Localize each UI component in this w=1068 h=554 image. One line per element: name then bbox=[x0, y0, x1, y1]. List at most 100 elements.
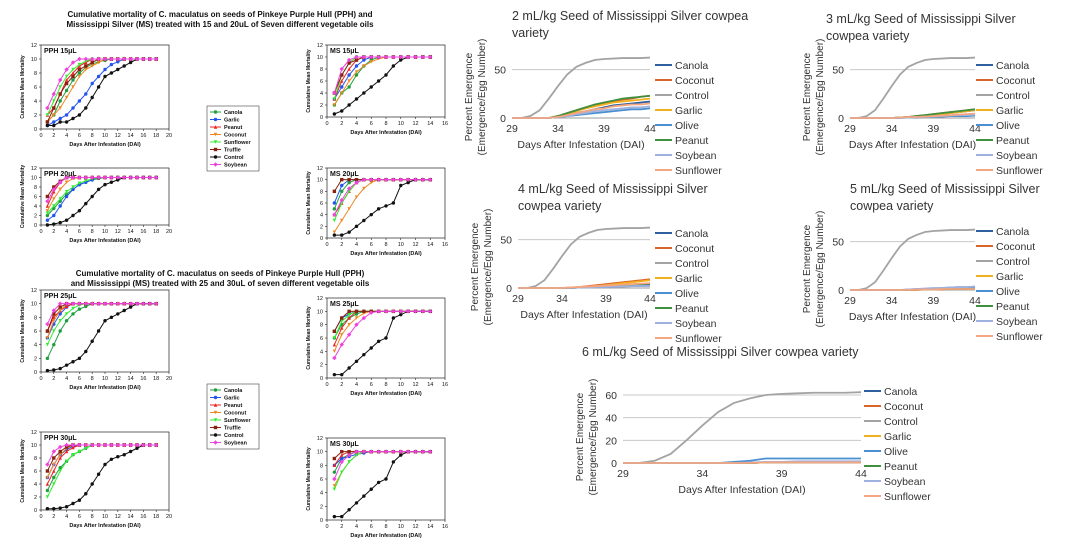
chart-pph-30ul-series-truffle-point bbox=[52, 456, 56, 460]
chart-pph-30ul-series-canola-point bbox=[52, 475, 56, 480]
chart-ms-30ul-series-sunflower-point bbox=[347, 460, 351, 464]
chart-ms-25ul-series-canola-point bbox=[354, 312, 359, 316]
chart-pph-15ul-ytick-label: 4 bbox=[34, 99, 37, 105]
chart-2-ml-kg-title-line: variety bbox=[512, 26, 550, 40]
chart-ms-20ul-xtick-label: 2 bbox=[340, 242, 343, 248]
chart-ms-25ul-xtick-label: 10 bbox=[398, 382, 404, 388]
chart-pph-20ul-series-sunflower-point bbox=[52, 204, 56, 208]
chart-ms-30ul-xtick-label: 4 bbox=[355, 524, 358, 530]
chart-pph-20ul-series-garlic-point bbox=[58, 204, 62, 208]
chart-ms-15ul-ytick-label: 2 bbox=[320, 103, 323, 109]
mortality-legend-marker-soybean bbox=[213, 162, 218, 167]
chart-ms-25ul-series-control-point bbox=[347, 366, 351, 370]
chart-5-ml-kg: 0 50 29 34 39 44 5 mL/kg Seed of Mississippi S… bbox=[802, 182, 1040, 327]
chart-ms-15ul-series-coconut-point bbox=[340, 91, 344, 95]
chart-pph-30ul-series-coconut-point bbox=[58, 453, 62, 457]
chart-ms-25ul-ytick-label: 8 bbox=[320, 323, 323, 329]
chart-ms-25ul-ytick-label: 10 bbox=[317, 309, 323, 315]
chart-ms-15ul-xlabel: Days After Infestation (DAI) bbox=[350, 130, 421, 136]
chart-2-ml-kg-legend-label-olive: Olive bbox=[675, 120, 699, 132]
chart-ms-30ul-series-control-point bbox=[369, 487, 373, 491]
chart-ms-25ul-xtick-label: 4 bbox=[355, 382, 358, 388]
chart-ms-15ul-series-soybean-point bbox=[420, 54, 426, 60]
chart-pph-30ul-series-control-point bbox=[84, 492, 88, 496]
chart-ms-20ul-title: MS 20μL bbox=[330, 171, 360, 178]
chart-5-ml-kg-series-control-line bbox=[850, 228, 976, 291]
chart-pph-15ul: 0 2 4 6 8 10 12 14 16 18 20 0 2 4 6 8 10 12 PPH 15μL Days A… bbox=[20, 43, 172, 148]
chart-ms-20ul-series-control-point bbox=[362, 218, 366, 223]
chart-ms-20ul-ytick-label: 6 bbox=[320, 201, 323, 207]
chart-pph-15ul-series-truffle-point bbox=[90, 60, 94, 65]
chart-ms-20ul-series-soybean-point bbox=[354, 180, 359, 185]
chart-pph-30ul-series-soybean-point bbox=[70, 442, 76, 448]
chart-ms-30ul-series-soybean-point bbox=[376, 449, 381, 454]
chart-ms-25ul-series-peanut-point bbox=[332, 342, 337, 347]
mortality-legend-marker-truffle bbox=[213, 147, 218, 152]
chart-ms-30ul-series-garlic-point bbox=[340, 456, 344, 461]
chart-ms-15ul-series-garlic-point bbox=[347, 73, 351, 77]
chart-ms-25ul-title: MS 25μL bbox=[330, 301, 360, 308]
chart-5-ml-kg-legend-label-peanut: Peanut bbox=[996, 301, 1029, 313]
chart-4-ml-kg-xlabel: Days After Infestation (DAI) bbox=[520, 309, 647, 321]
chart-pph-15ul-series-soybean-point bbox=[154, 56, 159, 62]
chart-pph-15ul-series-canola-point bbox=[58, 99, 62, 103]
chart-4-ml-kg-ytick-label: 50 bbox=[500, 235, 512, 247]
chart-pph-15ul-series-control-point bbox=[45, 123, 50, 128]
chart-pph-15ul-ytick-label: 8 bbox=[34, 71, 37, 77]
chart-pph-25ul-series-sunflower-point bbox=[58, 319, 62, 323]
chart-pph-15ul-series-truffle-point bbox=[64, 81, 69, 86]
chart-6-ml-kg-ytick-label: 20 bbox=[605, 435, 617, 447]
chart-pph-30ul-series-soybean-point bbox=[147, 442, 152, 448]
chart-ms-25ul-ytick-label: 6 bbox=[320, 336, 323, 342]
mortality-legend-marker-soybean bbox=[213, 440, 218, 445]
chart-ms-15ul-ytick-label: 8 bbox=[320, 67, 323, 73]
chart-pph-20ul-series-truffle-point bbox=[45, 194, 50, 199]
chart-ms-20ul-series-coconut-point bbox=[347, 207, 351, 211]
chart-pph-20ul-ytick-label: 8 bbox=[34, 185, 37, 191]
chart-ms-25ul-ytick-label: 2 bbox=[320, 363, 323, 369]
chart-pph-15ul-xtick-label: 2 bbox=[52, 133, 55, 139]
chart-4-ml-kg-xtick-label: 44 bbox=[644, 293, 656, 305]
chart-pph-25ul-series-soybean-point bbox=[90, 301, 95, 306]
chart-pph-25ul-ytick-label: 0 bbox=[34, 370, 37, 376]
chart-ms-30ul-ytick-label: 4 bbox=[320, 491, 323, 497]
chart-ms-25ul-series-soybean-point bbox=[346, 332, 352, 337]
chart-2-ml-kg-legend-label-peanut: Peanut bbox=[675, 135, 708, 147]
chart-pph-20ul-series-control-point bbox=[116, 178, 120, 182]
chart-pph-30ul-xtick-label: 0 bbox=[39, 514, 42, 520]
chart-pph-25ul-xtick-label: 18 bbox=[153, 376, 159, 382]
chart-pph-30ul-series-soybean-point bbox=[45, 462, 50, 467]
chart-ms-25ul: 0 2 4 6 8 10 12 14 16 0 2 4 6 8 10 12 MS 25μL Days After … bbox=[306, 296, 448, 397]
chart-ms-25ul-series-coconut-point bbox=[340, 332, 344, 337]
chart-pph-25ul-series-control-point bbox=[122, 308, 126, 313]
chart-ms-30ul-series-control-point bbox=[354, 501, 359, 505]
chart-4-ml-kg-ytick-label: 0 bbox=[506, 283, 512, 295]
chart-pph-15ul-series-truffle-point bbox=[77, 67, 82, 72]
chart-ms-30ul-series-peanut-point bbox=[332, 463, 337, 468]
chart-4-ml-kg-legend-label-soybean: Soybean bbox=[675, 318, 717, 330]
chart-pph-20ul-xtick-label: 12 bbox=[115, 229, 121, 235]
chart-4-ml-kg-ylabel-line: (Emergence/Egg Number) bbox=[483, 209, 494, 326]
chart-pph-25ul-series-sunflower-point bbox=[45, 342, 50, 347]
chart-2-ml-kg-ylabel-line: (Emergence/Egg Number) bbox=[477, 39, 488, 156]
chart-pph-15ul-ytick-label: 2 bbox=[34, 113, 37, 119]
mortality-top-title-line-1: Cumulative mortality of C. maculatus on … bbox=[68, 10, 373, 19]
chart-pph-25ul-series-canola-point bbox=[64, 319, 69, 323]
chart-3-ml-kg-legend-label-canola: Canola bbox=[996, 60, 1029, 72]
chart-4-ml-kg-legend-label-control: Control bbox=[675, 258, 709, 270]
chart-pph-25ul-series-canola-point bbox=[58, 329, 62, 333]
chart-ms-15ul-xtick-label: 8 bbox=[384, 121, 387, 127]
chart-ms-15ul-series-control-point bbox=[376, 79, 381, 83]
chart-pph-25ul-series-canola-point bbox=[77, 307, 82, 311]
chart-3-ml-kg-legend-label-peanut: Peanut bbox=[996, 135, 1029, 147]
chart-pph-30ul-series-soybean-point bbox=[115, 442, 120, 448]
mortality-legend-marker-canola bbox=[213, 110, 218, 114]
chart-ms-15ul-series-soybean-point bbox=[413, 54, 418, 60]
chart-ms-15ul-xtick-label: 0 bbox=[325, 121, 328, 127]
chart-6-ml-kg-legend-label-garlic: Garlic bbox=[884, 431, 911, 443]
chart-ms-20ul-series-coconut-point bbox=[369, 180, 373, 185]
chart-pph-25ul-series-soybean-point bbox=[77, 301, 82, 306]
chart-pph-20ul-series-coconut-point bbox=[58, 187, 62, 192]
chart-pph-15ul-series-soybean-point bbox=[122, 56, 127, 62]
chart-ms-15ul-series-truffle-point bbox=[354, 58, 359, 62]
